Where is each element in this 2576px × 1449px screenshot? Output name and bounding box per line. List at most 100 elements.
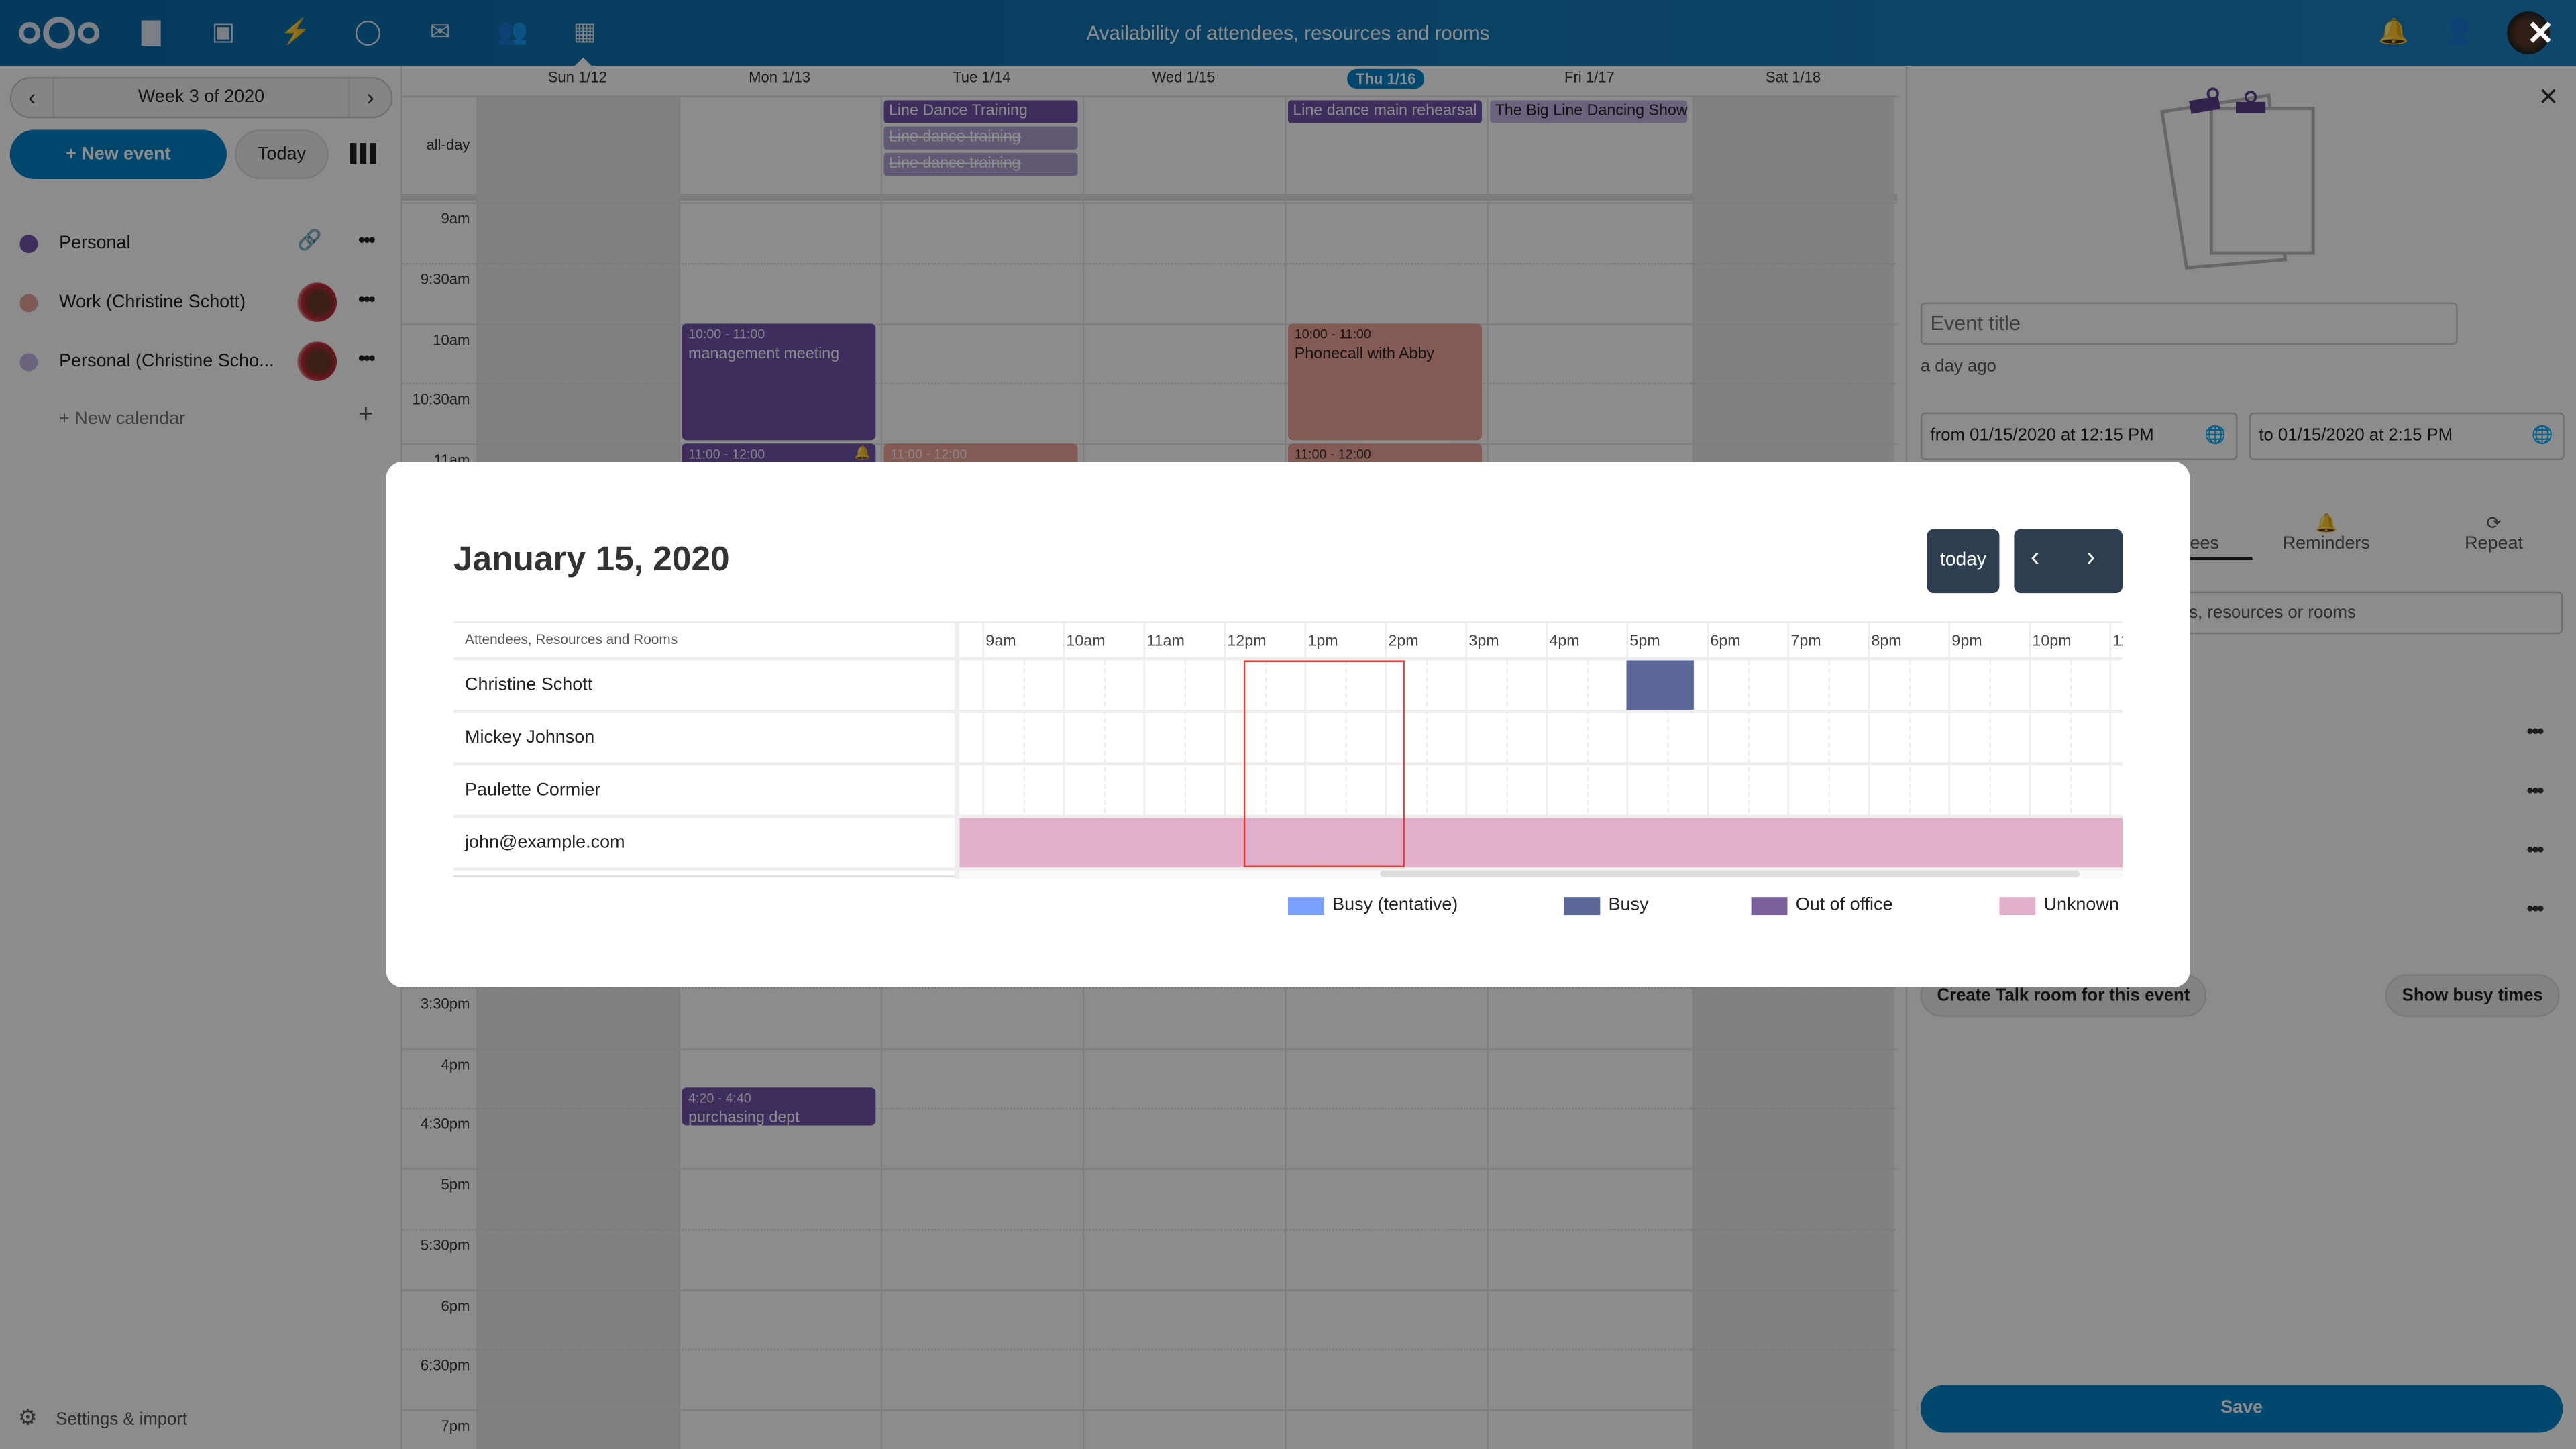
allday-event[interactable]: Line dance main rehearsal	[1288, 100, 1482, 123]
tab-reminders[interactable]: 🔔 Reminders	[2261, 513, 2392, 554]
free-busy-modal: January 15, 2020 today ‹ › Attendees, Re…	[386, 462, 2190, 987]
share-link-icon[interactable]: 🔗	[297, 228, 322, 252]
contacts-icon[interactable]: 👥	[497, 17, 528, 46]
event-time: 11:00 - 12:00	[1294, 447, 1371, 462]
attendee-row[interactable]: Mickey Johnson	[453, 713, 955, 766]
close-modal-icon[interactable]: ✕	[2526, 16, 2555, 53]
calendar-name: Personal	[59, 233, 131, 254]
mail-icon[interactable]: ✉	[429, 17, 451, 46]
attendee-more-icon[interactable]: •••	[2526, 719, 2544, 743]
end-date-value: to 01/15/2020 at 2:15 PM	[2259, 425, 2453, 445]
day-header[interactable]: Wed 1/15	[1083, 69, 1285, 85]
day-label: Tue 1/14	[953, 68, 1011, 86]
calendar-item-work[interactable]: Work (Christine Schott) •••	[0, 278, 402, 327]
column-resizer[interactable]	[954, 623, 960, 879]
tab-repeat[interactable]: ⟳ Repeat	[2428, 513, 2560, 554]
timezone-globe-icon[interactable]: 🌐	[2531, 425, 2553, 445]
end-date-input[interactable]: to 01/15/2020 at 2:15 PM 🌐	[2249, 412, 2565, 460]
user-avatar[interactable]	[2507, 11, 2550, 54]
attendee-row[interactable]: john@example.com	[453, 818, 955, 871]
freebusy-block-unknown	[959, 818, 2123, 868]
day-header[interactable]: Sat 1/18	[1692, 69, 1894, 85]
close-sidebar-icon[interactable]: ✕	[2538, 83, 2559, 112]
time-label: 6pm	[441, 1297, 470, 1313]
day-header[interactable]: Tue 1/14	[881, 69, 1083, 85]
show-busy-times-button[interactable]: Show busy times	[2385, 974, 2560, 1017]
timezone-globe-icon[interactable]: 🌐	[2204, 425, 2226, 445]
calendar-item-personal[interactable]: Personal 🔗 •••	[0, 219, 402, 268]
row-separator	[959, 709, 2123, 713]
talk-icon[interactable]: ◯	[354, 17, 382, 46]
timeline[interactable]: 9am 10am 11am 12pm 1pm 2pm 3pm 4pm 5pm 6pm 7pm 8pm 9…	[959, 623, 2123, 879]
attendee-row[interactable]: Paulette Cormier	[453, 765, 955, 818]
previous-week-button[interactable]: ‹	[11, 78, 54, 117]
day-header[interactable]: Thu 1/16	[1285, 68, 1487, 89]
photos-icon[interactable]: ▣	[211, 17, 235, 46]
today-button[interactable]: Today	[235, 129, 329, 179]
next-day-button[interactable]: ›	[2086, 543, 2096, 572]
attendee-more-icon[interactable]: •••	[2526, 778, 2544, 802]
calendar-event[interactable]: 4:20 - 4:40 purchasing dept	[682, 1087, 876, 1125]
day-label: Mon 1/13	[749, 68, 810, 86]
add-icon[interactable]: +	[358, 400, 374, 429]
calendar-color-dot[interactable]	[19, 353, 38, 372]
start-date-input[interactable]: from 01/15/2020 at 12:15 PM 🌐	[1920, 412, 2238, 460]
scrollbar-thumb[interactable]	[1380, 870, 2080, 877]
legend-item: Unknown	[1999, 896, 2119, 915]
calendar-item-personal-shared[interactable]: Personal (Christine Scho... •••	[0, 337, 402, 386]
next-week-button[interactable]: ›	[348, 78, 391, 117]
nextcloud-logo[interactable]	[16, 15, 101, 51]
allday-event[interactable]: Line dance training	[883, 152, 1078, 176]
legend-swatch	[1288, 896, 1324, 914]
owner-avatar	[297, 282, 337, 323]
time-gridline	[402, 1228, 1898, 1230]
hour-label: 12pm	[1227, 632, 1267, 651]
hour-label: 11am	[1146, 632, 1185, 651]
files-icon[interactable]: ▇	[142, 17, 161, 46]
save-button[interactable]: Save	[1920, 1385, 2563, 1433]
activity-icon[interactable]: ⚡	[280, 17, 311, 46]
start-date-value: from 01/15/2020 at 12:15 PM	[1930, 425, 2154, 445]
time-gridline	[402, 1409, 1898, 1411]
calendar-name: Personal (Christine Scho...	[59, 352, 274, 372]
empty-row	[453, 871, 955, 879]
settings-import-button[interactable]: Settings & import	[56, 1409, 188, 1430]
attendee-more-icon[interactable]: •••	[2526, 897, 2544, 920]
header-line	[402, 95, 1898, 97]
today-button[interactable]: today	[1927, 529, 2000, 594]
calendar-color-dot[interactable]	[19, 235, 38, 254]
time-label: 4:30pm	[420, 1116, 470, 1132]
day-header[interactable]: Mon 1/13	[678, 69, 880, 85]
calendar-event[interactable]: 10:00 - 11:00 Phonecall with Abby	[1288, 323, 1482, 441]
hour-gridline	[1626, 623, 1628, 871]
row-separator	[959, 814, 2123, 818]
gear-icon[interactable]: ⚙	[17, 1404, 38, 1430]
more-actions-icon[interactable]: •••	[358, 228, 376, 252]
event-title: purchasing dept	[688, 1108, 800, 1125]
new-event-button[interactable]: + New event	[9, 129, 227, 179]
attendee-row[interactable]: Christine Schott	[453, 660, 955, 713]
day-header[interactable]: Sun 1/12	[476, 69, 678, 85]
calendar-icon[interactable]: ▦	[573, 17, 597, 46]
event-title-input[interactable]: Event title	[1920, 302, 2458, 345]
allday-event[interactable]: Line Dance Training	[883, 100, 1078, 123]
attendee-more-icon[interactable]: •••	[2526, 837, 2544, 861]
contacts-menu-icon[interactable]: 👤	[2444, 17, 2475, 46]
time-gridline	[402, 1289, 1898, 1291]
new-calendar-button[interactable]: + New calendar	[59, 409, 186, 429]
time-gridline	[402, 323, 1898, 325]
day-header[interactable]: Fri 1/17	[1487, 69, 1692, 85]
calendar-color-dot[interactable]	[19, 294, 38, 313]
previous-day-button[interactable]: ‹	[2030, 543, 2039, 572]
selected-time-range[interactable]	[1244, 660, 1405, 868]
row-separator	[959, 867, 2123, 871]
allday-event[interactable]: The Big Line Dancing Show	[1490, 100, 1688, 123]
more-actions-icon[interactable]: •••	[358, 346, 376, 370]
day-label: Wed 1/15	[1152, 68, 1216, 86]
notifications-icon[interactable]: 🔔	[2378, 17, 2410, 46]
calendar-event[interactable]: 10:00 - 11:00 management meeting	[682, 323, 876, 441]
more-actions-icon[interactable]: •••	[358, 287, 376, 311]
allday-event[interactable]: Line dance training	[883, 126, 1078, 150]
view-switcher-icon[interactable]	[350, 143, 376, 164]
